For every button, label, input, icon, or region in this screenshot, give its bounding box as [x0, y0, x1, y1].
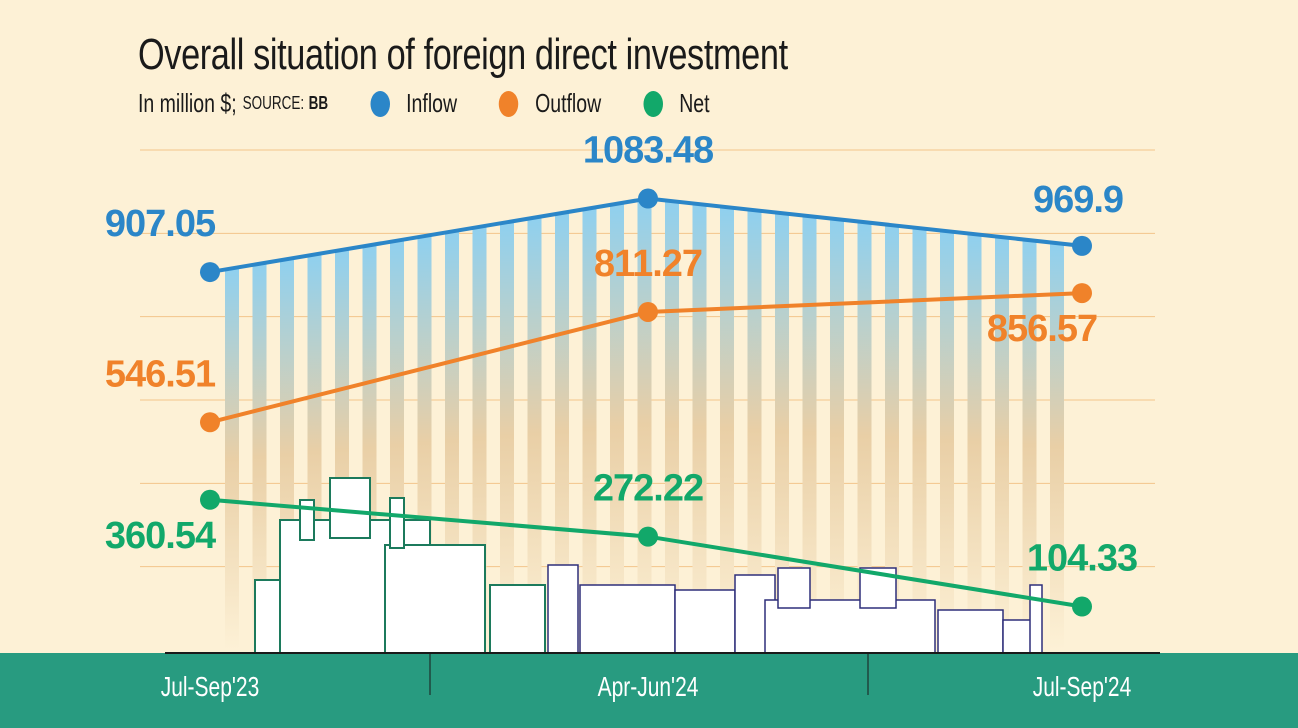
legend-outflow: Outflow [499, 88, 601, 119]
data-label: 104.33 [1027, 538, 1137, 580]
data-point [638, 188, 658, 209]
inflow-stripe [252, 263, 267, 650]
data-label: 546.51 [105, 353, 216, 395]
x-tick-label: Jul-Sep'23 [161, 672, 260, 703]
factory-building [579, 584, 676, 654]
inflow-stripe [857, 222, 872, 651]
data-point [200, 262, 220, 283]
inflow-stripe [802, 216, 817, 650]
legend-dot-icon [370, 90, 390, 117]
inflow-stripe [940, 231, 954, 650]
inflow-stripe [527, 217, 542, 650]
data-label: 969.9 [1033, 179, 1123, 221]
legend-dot-icon [499, 90, 519, 117]
factory-building [329, 477, 371, 539]
inflow-stripe [610, 203, 624, 651]
inflow-stripe [555, 212, 569, 651]
chart-title: Overall situation of foreign direct inve… [138, 30, 788, 79]
factory-building [937, 609, 1004, 654]
inflow-stripe [995, 237, 1009, 651]
inflow-stripe [500, 222, 514, 651]
data-point [200, 412, 220, 433]
legend-net: Net [643, 88, 710, 119]
data-label: 1083.48 [583, 130, 713, 172]
inflow-stripe [830, 219, 844, 650]
data-label: 907.05 [105, 203, 216, 245]
factory-building [674, 589, 736, 654]
x-axis-band [0, 653, 1298, 728]
inflow-stripe [912, 228, 927, 650]
factory-building [547, 564, 579, 654]
source-value: BB [308, 93, 329, 113]
data-label: 272.22 [593, 468, 703, 510]
legend-label: Net [679, 88, 710, 118]
data-point [638, 526, 658, 547]
factory-building [489, 584, 546, 654]
legend-dot-icon [643, 90, 663, 117]
data-point [638, 301, 658, 322]
data-point [1072, 596, 1092, 617]
inflow-stripe [582, 208, 597, 650]
legend-label: Outflow [535, 88, 602, 118]
subtitle-legend: In million $; SOURCE: BB Inflow Outflow … [138, 88, 710, 119]
inflow-stripe [747, 210, 762, 651]
inflow-stripe [225, 268, 239, 650]
inflow-stripe [967, 234, 982, 651]
inflow-stripe [720, 207, 734, 650]
data-point [200, 489, 220, 510]
data-label: 811.27 [594, 243, 702, 285]
factory-illustration [254, 477, 546, 654]
factory-building [777, 567, 811, 609]
inflow-stripe [775, 213, 789, 650]
factory-building [1002, 619, 1034, 654]
x-tick-label: Jul-Sep'24 [1033, 672, 1132, 703]
data-point [1072, 235, 1092, 256]
legend-label: Inflow [406, 88, 458, 118]
factory-building [1029, 584, 1043, 654]
inflow-stripe [1022, 240, 1037, 650]
data-label: 856.57 [987, 308, 1097, 350]
inflow-stripe [665, 201, 679, 650]
inflow-stripe [692, 204, 707, 650]
source-label: SOURCE: [242, 93, 305, 113]
data-point [1072, 283, 1092, 304]
unit-label: In million $; [138, 88, 237, 118]
legend-inflow: Inflow [370, 88, 457, 119]
inflow-stripe [1050, 243, 1064, 650]
data-label: 360.54 [105, 515, 216, 557]
factory-building [384, 544, 486, 654]
x-tick-label: Apr-Jun'24 [598, 672, 699, 703]
inflow-stripe [885, 225, 899, 650]
factory-building [389, 497, 405, 549]
